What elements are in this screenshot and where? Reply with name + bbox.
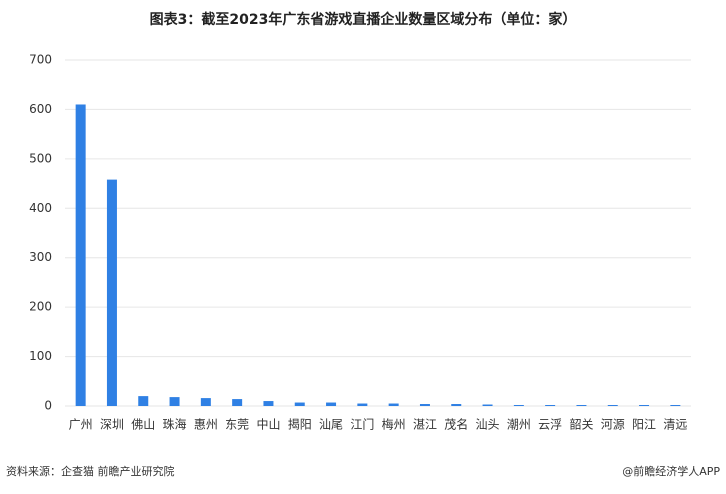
- x-tick-label: 江门: [350, 417, 374, 432]
- bar: [169, 397, 180, 406]
- x-tick-label: 茂名: [444, 417, 468, 432]
- x-tick-label: 梅州: [382, 417, 406, 432]
- bar: [639, 405, 650, 406]
- x-tick-label: 珠海: [163, 417, 187, 432]
- x-tick-label: 河源: [601, 418, 625, 432]
- bar: [670, 405, 681, 406]
- bar: [607, 405, 618, 406]
- bar: [200, 398, 211, 406]
- x-tick-label: 广州: [69, 418, 93, 432]
- source-note: 资料来源：企查猫 前瞻产业研究院: [6, 464, 175, 478]
- x-tick-label: 中山: [256, 417, 280, 432]
- x-tick-label: 东莞: [225, 418, 249, 432]
- y-tick-label: 500: [29, 151, 52, 165]
- chart-title: 图表3：截至2023年广东省游戏直播企业数量区域分布（单位：家）: [150, 11, 577, 28]
- x-tick-label: 清远: [663, 418, 687, 432]
- bar: [138, 396, 149, 406]
- bar: [482, 404, 493, 406]
- bar: [545, 405, 556, 406]
- bar: [576, 405, 587, 406]
- bar: [75, 104, 86, 406]
- x-tick-label: 汕尾: [319, 418, 343, 432]
- x-tick-label: 湛江: [413, 418, 437, 432]
- bar: [419, 404, 430, 406]
- x-tick-label: 阳江: [632, 418, 656, 432]
- y-tick-label: 300: [29, 250, 52, 264]
- bar: [513, 405, 524, 406]
- bar: [451, 404, 462, 406]
- x-tick-label: 汕头: [476, 418, 500, 432]
- bar: [326, 402, 337, 406]
- bar: [106, 179, 117, 406]
- x-tick-label: 深圳: [100, 418, 124, 432]
- y-tick-label: 0: [44, 399, 52, 413]
- credit-note: @前瞻经济学人APP: [622, 464, 720, 478]
- bar: [357, 403, 368, 406]
- y-tick-label: 700: [29, 53, 52, 67]
- x-tick-label: 韶关: [569, 417, 593, 432]
- y-tick-label: 200: [29, 300, 52, 314]
- y-tick-label: 600: [29, 102, 52, 116]
- x-tick-label: 揭阳: [288, 417, 312, 432]
- y-tick-label: 100: [29, 349, 52, 363]
- bar: [388, 403, 399, 406]
- y-tick-label: 400: [29, 201, 52, 215]
- x-tick-label: 云浮: [538, 418, 562, 432]
- bar: [232, 399, 243, 406]
- bar: [294, 402, 305, 406]
- x-tick-label: 惠州: [194, 418, 218, 432]
- bar: [263, 401, 274, 406]
- x-tick-label: 潮州: [507, 417, 531, 432]
- x-tick-label: 佛山: [131, 418, 155, 432]
